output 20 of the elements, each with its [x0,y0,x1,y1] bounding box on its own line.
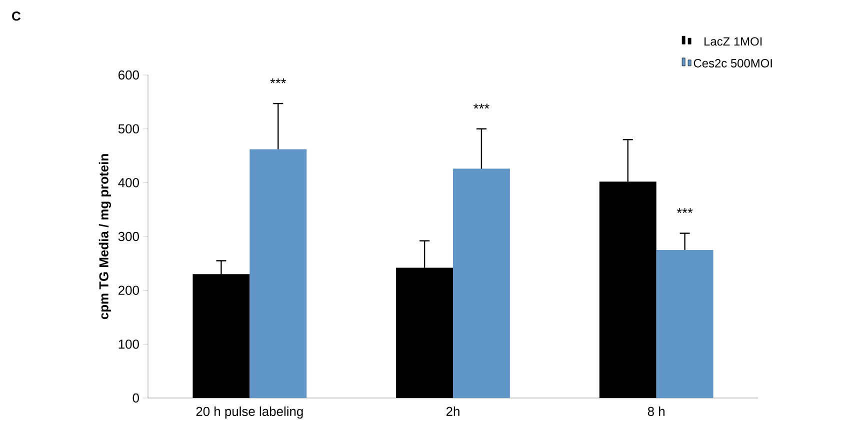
y-tick-label: 600 [118,70,139,80]
annotation: *** [676,208,693,214]
annotation: *** [474,104,490,109]
x-tick-label: 8 h [648,406,664,416]
legend-label: Ces2c 500MOI [694,58,772,68]
y-tick-label: 0 [132,393,139,403]
y-tick-label: 300 [118,232,139,242]
bar [656,250,714,398]
y-tick-label: 400 [118,178,139,188]
y-tick-label: 100 [118,340,139,349]
x-tick-label: 20 h pulse labeling [196,406,303,419]
y-tick-label: 500 [118,124,139,134]
bar [453,168,510,398]
text: C [12,12,21,21]
bar [250,149,307,398]
legend-label: LacZ 1MOI [704,37,762,46]
y-tick-label: 200 [118,286,139,295]
annotation: *** [270,78,286,84]
y-axis-title: cpm TG Media / mg protein [98,154,112,320]
x-tick-label: 2h [446,406,460,416]
